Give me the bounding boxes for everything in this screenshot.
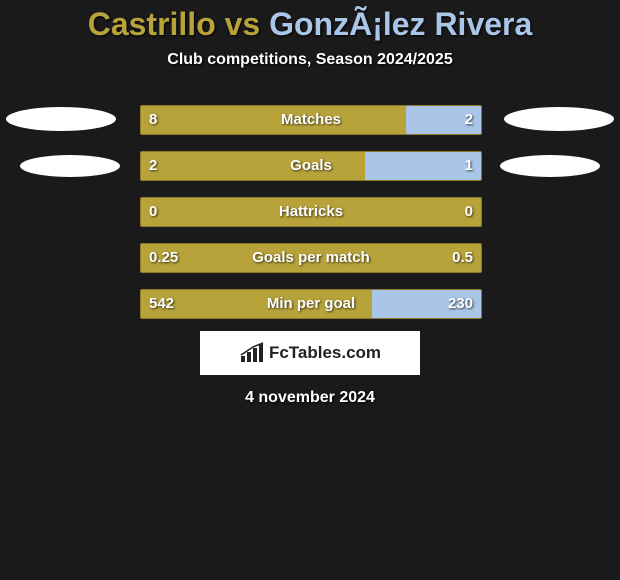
bar-track: 00Hattricks bbox=[140, 197, 482, 227]
stat-label: Matches bbox=[141, 106, 481, 134]
brand-box: FcTables.com bbox=[200, 331, 420, 375]
player-right-ellipse bbox=[504, 107, 614, 131]
stat-label: Min per goal bbox=[141, 290, 481, 318]
stat-row: 21Goals bbox=[0, 143, 620, 189]
title-left: Castrillo bbox=[88, 6, 216, 42]
stat-label: Hattricks bbox=[141, 198, 481, 226]
brand-text: FcTables.com bbox=[269, 343, 381, 363]
date-label: 4 november 2024 bbox=[0, 389, 620, 407]
player-left-ellipse bbox=[20, 155, 120, 177]
title-right: GonzÃ¡lez Rivera bbox=[269, 6, 532, 42]
comparison-rows: 82Matches 21Goals 00Hattricks 0.250.5Goals … bbox=[0, 97, 620, 327]
stat-label: Goals per match bbox=[141, 244, 481, 272]
stat-label: Goals bbox=[141, 152, 481, 180]
bar-track: 542230Min per goal bbox=[140, 289, 482, 319]
player-right-ellipse bbox=[500, 155, 600, 177]
bar-track: 82Matches bbox=[140, 105, 482, 135]
player-left-ellipse bbox=[6, 107, 116, 131]
page-title: Castrillo vs GonzÃ¡lez Rivera bbox=[0, 0, 620, 43]
bar-chart-icon bbox=[239, 342, 265, 364]
title-vs: vs bbox=[216, 6, 269, 42]
stat-row: 00Hattricks bbox=[0, 189, 620, 235]
stat-row: 542230Min per goal bbox=[0, 281, 620, 327]
stat-row: 0.250.5Goals per match bbox=[0, 235, 620, 281]
bar-track: 0.250.5Goals per match bbox=[140, 243, 482, 273]
stat-row: 82Matches bbox=[0, 97, 620, 143]
bar-track: 21Goals bbox=[140, 151, 482, 181]
subtitle: Club competitions, Season 2024/2025 bbox=[0, 51, 620, 69]
